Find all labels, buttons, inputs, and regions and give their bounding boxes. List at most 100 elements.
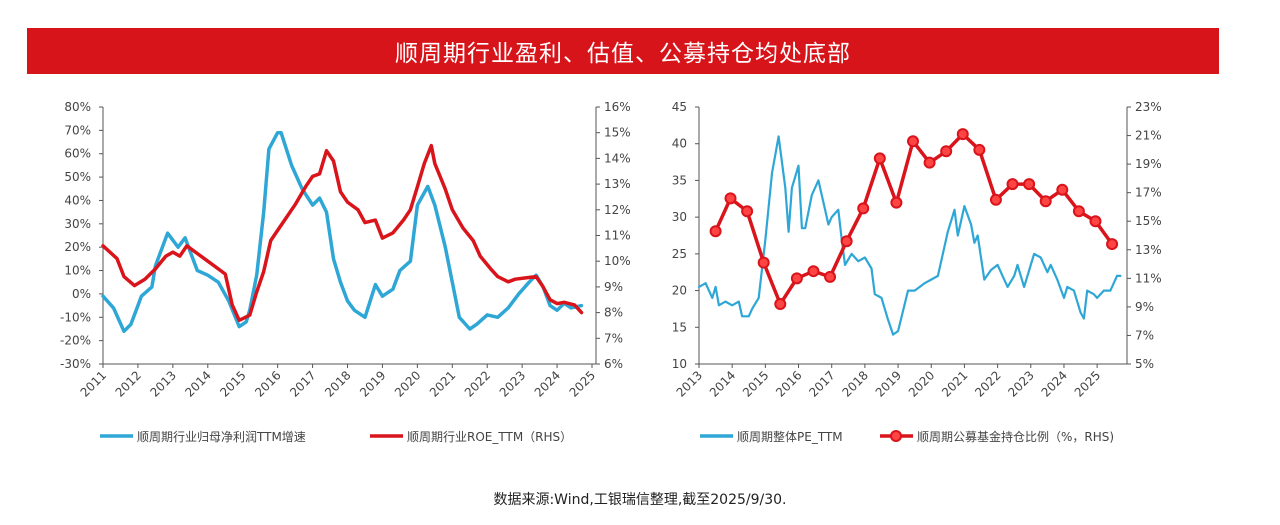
series-marker [956,128,969,141]
x-tick-label: 2024 [1039,368,1070,399]
series-marker [840,235,853,248]
left-y-tick-label: 20 [672,284,687,298]
right-y-tick-label: 11% [1135,271,1162,285]
series-marker [790,272,803,285]
right-y-tick-label: 13% [1135,243,1162,257]
right-y-tick-label: 17% [1135,186,1162,200]
legend-marker [890,430,902,442]
x-tick-label: 2020 [392,368,423,399]
series-marker [1023,178,1036,191]
left-y-tick-label: 0% [72,287,91,301]
series-marker [989,193,1002,206]
x-tick-label: 2014 [182,368,213,399]
x-tick-label: 2011 [78,368,109,399]
right-y-tick-label: 9% [1135,300,1154,314]
legend-label: 顺周期行业归母净利润TTM增速 [137,430,306,444]
legend-label: 顺周期行业ROE_TTM（RHS） [407,430,572,444]
left-y-tick-label: -30% [60,357,91,371]
left-y-tick-label: 45 [672,100,687,114]
right-y-tick-label: 21% [1135,129,1162,143]
left-y-tick-label: 30 [672,210,687,224]
x-tick-label: 2016 [252,368,283,399]
x-tick-label: 2015 [217,368,248,399]
left-y-tick-label: 70% [64,123,91,137]
left-y-tick-label: 40% [64,193,91,207]
x-tick-label: 2018 [322,368,353,399]
legend-label: 顺周期整体PE_TTM [737,429,843,444]
x-tick-label: 2021 [939,368,970,399]
x-tick-label: 2023 [1005,368,1036,399]
series-marker [709,225,722,238]
series-line-0 [697,135,1122,336]
left-y-tick-label: 60% [64,147,91,161]
left-y-tick-label: 15 [672,320,687,334]
series-marker [973,143,986,156]
left-y-tick-label: 35 [672,173,687,187]
x-tick-label: 2014 [707,368,738,399]
series-marker [907,135,919,148]
right-y-tick-label: 23% [1135,100,1162,114]
right-y-tick-label: 11% [604,229,631,243]
right-y-tick-label: 13% [604,177,631,191]
legend-label: 顺周期公募基金持仓比例（%，RHS) [917,429,1114,444]
left-y-tick-label: -10% [60,310,91,324]
series-marker [1039,195,1052,208]
x-tick-label: 2017 [287,368,318,399]
series-marker [890,196,903,209]
x-tick-label: 2024 [532,368,563,399]
right-y-tick-label: 19% [1135,157,1162,171]
x-tick-label: 2025 [567,368,598,399]
x-tick-label: 2023 [497,368,528,399]
right-y-tick-label: 7% [1135,328,1154,342]
x-tick-label: 2022 [972,368,1003,399]
series-marker [940,145,953,158]
series-marker [1106,238,1119,251]
left-y-tick-label: 10% [64,264,91,278]
series-marker [1089,215,1102,228]
series-marker [774,298,787,311]
series-marker [1056,183,1069,196]
left-y-tick-label: 25 [672,247,687,261]
series-marker [757,256,770,269]
x-tick-label: 2017 [806,368,837,399]
right-y-tick-label: 14% [604,151,631,165]
x-tick-label: 2013 [674,368,705,399]
x-tick-label: 2021 [427,368,458,399]
series-marker [923,156,936,169]
x-tick-label: 2025 [1072,368,1103,399]
x-tick-label: 2020 [906,368,937,399]
series-marker [824,270,837,283]
x-tick-label: 2019 [873,368,904,399]
left-y-tick-label: 50% [64,170,91,184]
x-tick-label: 2022 [462,368,493,399]
series-marker [857,202,870,215]
right-y-tick-label: 9% [604,280,623,294]
series-marker [1072,205,1085,218]
x-tick-label: 2015 [740,368,771,399]
series-marker [873,152,886,165]
series-marker [807,265,820,278]
right-y-tick-label: 7% [604,331,623,345]
right-y-tick-label: 12% [604,203,631,217]
series-marker [741,205,754,218]
left-y-tick-label: 80% [64,100,91,114]
x-tick-label: 2012 [113,368,144,399]
series-marker [724,192,737,205]
left-y-tick-label: 30% [64,217,91,231]
right-y-tick-label: 6% [604,357,623,371]
series-line-0 [101,130,584,334]
series-marker [1006,178,1019,191]
x-tick-label: 2018 [840,368,871,399]
left-y-tick-label: 20% [64,240,91,254]
right-y-tick-label: 5% [1135,357,1154,371]
right-y-tick-label: 8% [604,306,623,320]
right-y-tick-label: 10% [604,254,631,268]
right-y-tick-label: 15% [1135,214,1162,228]
left-y-tick-label: 40 [672,137,687,151]
right-y-tick-label: 16% [604,100,631,114]
x-tick-label: 2019 [357,368,388,399]
left-y-tick-label: -20% [60,334,91,348]
right-y-tick-label: 15% [604,126,631,140]
x-tick-label: 2013 [147,368,178,399]
